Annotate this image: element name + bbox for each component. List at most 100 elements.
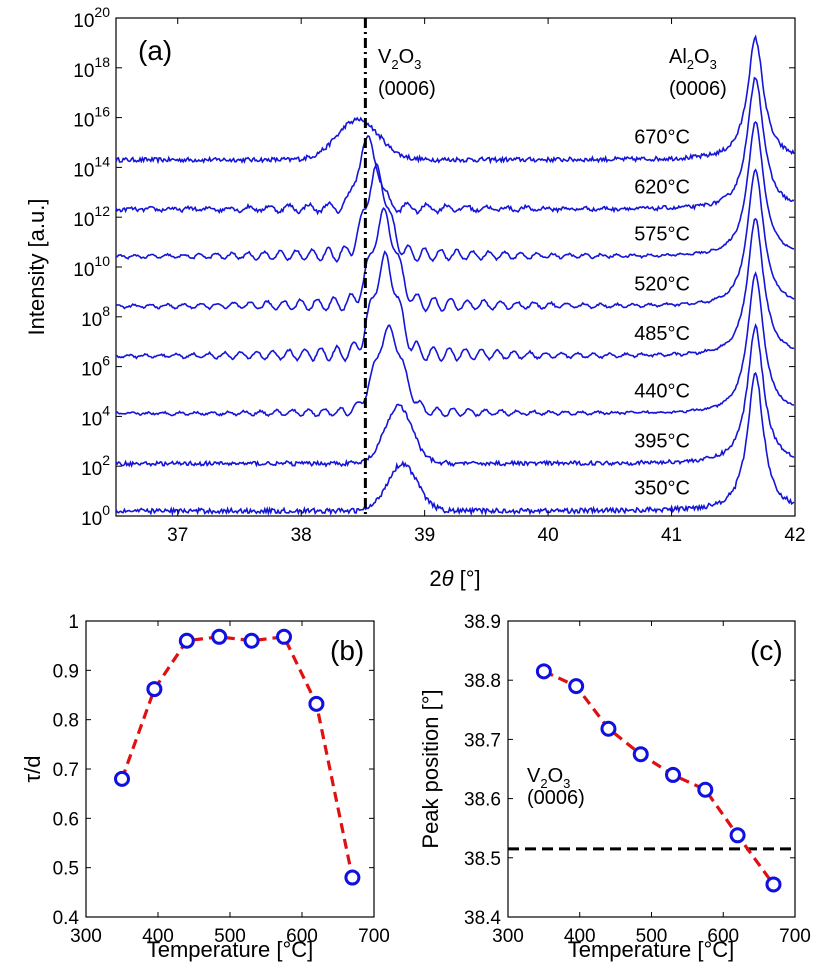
b-point-395 [146,681,163,698]
c-v2o3-annotation-formula: V2O3 [527,765,570,791]
series-line-485 [115,217,795,363]
panel-c-label: (c) [750,635,783,666]
al2o3-annotation-al: Al [669,46,687,68]
y-tick-base: 10 [81,459,102,480]
al2o3-annotation-o: O [694,46,710,68]
y-tick-exponent: 18 [94,54,110,70]
y-tick-label: 104 [81,402,110,430]
y-tick-exponent: 0 [102,502,110,518]
panel-b-xlabel: Temperature [°C] [147,937,314,962]
y-tick-label: 100 [81,502,110,530]
panel-b-label: (b) [330,635,364,666]
b-x-tick-label: 300 [70,926,102,947]
c-y-tick-label: 38.4 [464,908,501,929]
b-y-tick-label: 0.5 [53,859,79,880]
v2o3-annotation-plane: (0006) [378,78,436,100]
panel-c-ticks: 300 400 500 600 700 38.4 38.5 38.6 38.7 38.8 38.9 [464,612,811,947]
panel-c-xlabel: Temperature [°C] [568,937,735,962]
panel-a-xlabel-theta: θ [442,566,454,591]
y-tick-base: 10 [73,160,94,181]
temperature-label-440: 440°C [634,380,690,402]
c-point-575 [697,781,714,798]
panel-b-ylabel: τ/d [20,755,45,782]
series-line-395 [115,322,795,468]
y-tick-base: 10 [73,260,94,281]
y-tick-base: 10 [73,111,94,132]
b-y-tick-label: 0.4 [53,908,80,929]
panel-a-ticks: 37 38 39 40 41 421001021041061081010101210141… [73,4,805,546]
b-point-530 [243,632,260,649]
temperature-label-620: 620°C [634,176,690,198]
b-y-tick-label: 0.9 [53,661,79,682]
panel-a-xlabel-prefix: 2 [429,566,441,591]
y-tick-base: 10 [81,509,102,530]
y-tick-label: 1020 [73,4,110,32]
c-y-tick-label: 38.9 [464,612,501,633]
c-point-670 [765,876,782,893]
y-tick-label: 1014 [73,153,110,181]
b-point-350 [114,770,130,787]
c-x-tick-label: 300 [492,926,524,947]
b-x-tick-label: 400 [142,926,174,947]
y-tick-label: 108 [81,303,110,331]
x-tick-label: 39 [414,525,435,546]
c-x-tick-label: 500 [636,926,668,947]
panel-a-curves [115,34,795,517]
panel-c: 300 400 500 600 70038.438.538.638.738.838.9 … [418,612,811,962]
c-v2o3-annotation-o: O [548,765,564,787]
b-x-tick-label: 600 [286,926,318,947]
c-v2o3-annotation-plane: (0006) [527,787,585,809]
y-tick-exponent: 8 [102,303,110,319]
v2o3-annotation-formula: V2O3 [378,46,421,72]
y-tick-exponent: 16 [94,104,110,120]
y-tick-base: 10 [73,61,94,82]
c-y-tick-label: 38.6 [464,790,501,811]
c-point-485 [632,746,649,763]
b-y-tick-label: 0.6 [53,809,79,830]
x-tick-label: 41 [661,525,682,546]
b-x-tick-label: 700 [358,926,390,947]
y-tick-base: 10 [73,210,94,231]
b-y-tick-label: 0.7 [53,760,79,781]
y-tick-exponent: 14 [94,153,110,169]
y-tick-label: 1010 [73,253,110,281]
b-point-670 [344,869,361,886]
panel-a-label: (a) [138,35,172,66]
v2o3-annotation-v: V [378,46,392,68]
temperature-label-520: 520°C [634,273,690,295]
y-tick-label: 1016 [73,104,110,132]
temperature-label-575: 575°C [634,224,690,246]
panel-a-temperature-labels: 670°C 620°C 575°C 520°C 485°C 440°C 395°C 350°C [634,126,690,499]
c-point-620 [729,827,746,844]
b-connecting-line [120,635,354,878]
x-tick-label: 38 [291,525,312,546]
c-point-350 [535,663,552,680]
v2o3-annotation-sub-2: 2 [391,57,398,72]
al2o3-annotation-formula: Al2O3 [669,46,717,72]
y-tick-base: 10 [81,409,102,430]
y-tick-base: 10 [81,360,102,381]
v2o3-annotation-sub-3: 3 [414,57,421,72]
y-tick-label: 106 [81,353,110,381]
c-point-440 [600,720,617,737]
temperature-label-485: 485°C [634,323,690,345]
c-x-tick-label: 600 [707,926,739,947]
panel-a-xlabel-suffix: [°] [454,566,481,591]
b-point-620 [308,695,325,712]
c-x-tick-label: 400 [564,926,596,947]
c-v2o3-annotation-v: V [527,765,541,787]
al2o3-annotation-sub-2: 2 [687,57,694,72]
c-point-395 [568,678,585,695]
al2o3-annotation-sub-3: 3 [710,57,717,72]
c-y-tick-label: 38.8 [464,671,501,692]
b-y-tick-label: 1 [68,612,79,633]
b-x-tick-label: 500 [214,926,246,947]
x-tick-label: 42 [784,525,805,546]
c-point-530 [665,766,682,783]
b-point-440 [178,632,195,649]
panel-c-plot [508,663,795,893]
y-tick-exponent: 2 [102,452,110,468]
c-x-tick-label: 700 [779,926,811,947]
al2o3-annotation-plane: (0006) [669,78,727,100]
x-tick-label: 37 [167,525,188,546]
